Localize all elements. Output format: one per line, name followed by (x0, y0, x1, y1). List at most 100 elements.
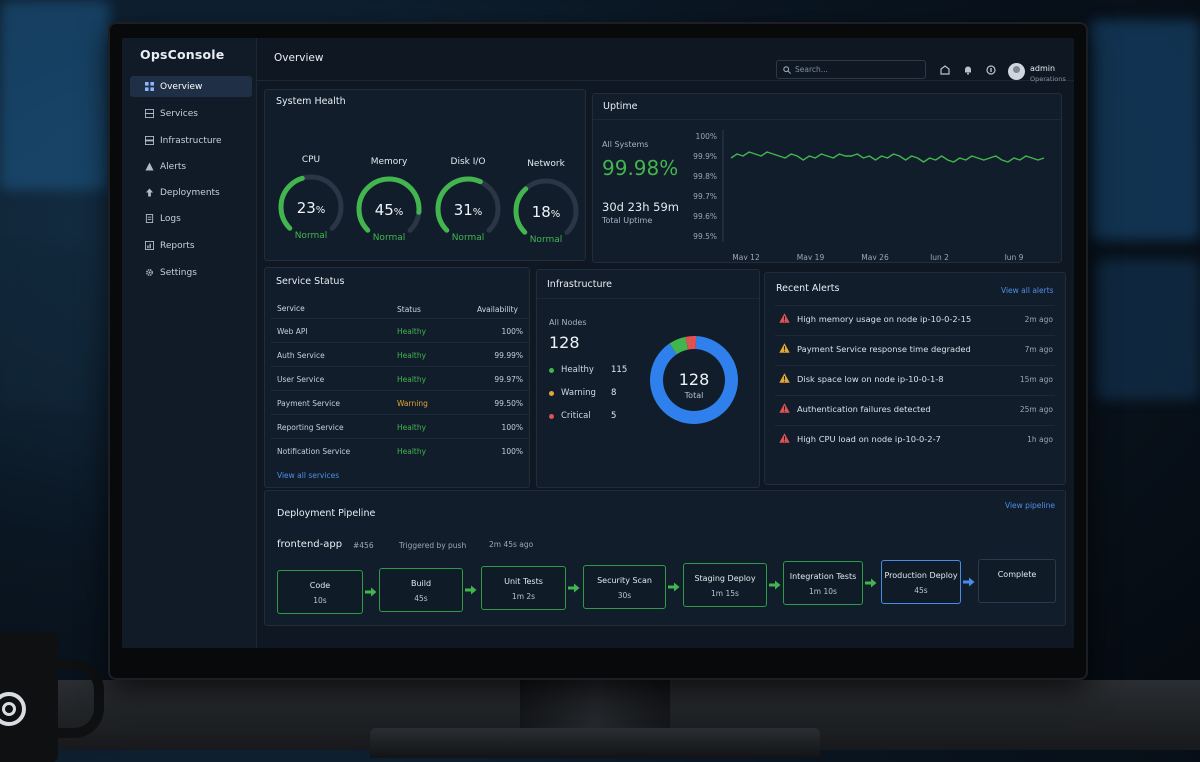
legend-count: 8 (611, 388, 617, 398)
gauge-value: 31% (430, 201, 506, 219)
service-status: Healthy (397, 327, 427, 336)
alert-time: 15m ago (1019, 375, 1053, 384)
sidebar: OpsConsole Overview Services Infrastruct… (122, 38, 257, 648)
bell-icon[interactable] (963, 65, 973, 75)
sidebar-item-services[interactable]: Services (130, 103, 252, 124)
uptime-series-line (730, 151, 1045, 163)
gauge-network: Network 18% Normal (508, 159, 584, 257)
avatar[interactable] (1008, 63, 1025, 80)
alert-text: Payment Service response time degraded (797, 344, 971, 354)
stage-duration: 10s (313, 596, 327, 605)
service-name: User Service (277, 375, 325, 384)
table-row[interactable]: Web API Healthy 100% (271, 318, 529, 343)
grid-apps-icon[interactable] (940, 65, 950, 75)
chart-icon (140, 241, 158, 250)
icon-mark (784, 406, 785, 410)
alert-text: High memory usage on node ip-10-0-2-15 (797, 314, 972, 324)
upload-icon (140, 188, 158, 197)
uptime-panel: Uptime All Systems 99.98% 30d 23h 59m To… (592, 93, 1062, 263)
service-status: Warning (397, 399, 428, 408)
sidebar-item-label: Alerts (160, 161, 187, 172)
system-health-panel: System Health CPU 23% Normal Memory 45% Norma… (264, 89, 586, 261)
table-row[interactable]: User Service Healthy 99.97% (271, 366, 529, 391)
gauge-fill (278, 174, 344, 240)
alert-item[interactable]: Disk space low on node ip-10-0-1-8 15m ag… (775, 365, 1055, 392)
pipeline-stage-code[interactable]: Code 10s (277, 570, 363, 614)
gauge-ring (435, 176, 501, 242)
gauge-label: Memory (370, 157, 408, 167)
gauge-cpu: CPU 23% Normal (273, 155, 349, 253)
column-header-availability: Availability (477, 305, 518, 314)
sidebar-item-logs[interactable]: Logs (130, 208, 252, 229)
gauge-label: Network (527, 159, 565, 169)
arrow-right-icon (668, 582, 680, 592)
help-icon[interactable] (986, 65, 996, 75)
pipeline-stage-staging-deploy[interactable]: Staging Deploy 1m 15s (683, 563, 767, 607)
sidebar-item-deployments[interactable]: Deployments (130, 182, 252, 203)
legend-dot (549, 413, 554, 419)
table-row[interactable]: Notification Service Healthy 100% (271, 438, 529, 463)
uptime-duration-label: Total Uptime (602, 216, 653, 225)
alert-item[interactable]: High memory usage on node ip-10-0-2-15 2m… (775, 305, 1055, 332)
service-name: Auth Service (277, 351, 325, 360)
icon-mark (784, 440, 785, 442)
arrow-shape (865, 578, 877, 588)
sidebar-item-reports[interactable]: Reports (130, 235, 252, 256)
alert-time: 25m ago (1019, 405, 1053, 414)
monitor-screen: OpsConsole Overview Services Infrastruct… (122, 38, 1074, 648)
table-row[interactable]: Payment Service Warning 99.50% (271, 390, 529, 415)
search-input[interactable]: Search... (776, 60, 926, 79)
arrow-right-icon (865, 578, 877, 588)
view-all-alerts-link[interactable]: View all alerts (1001, 286, 1054, 295)
alert-item[interactable]: Payment Service response time degraded 7m… (775, 335, 1055, 362)
sidebar-item-overview[interactable]: Overview (130, 76, 252, 97)
sidebar-item-alerts[interactable]: Alerts (130, 156, 252, 177)
arrow-shape (963, 577, 975, 587)
pipeline-stage-complete[interactable]: Complete (978, 559, 1056, 603)
stage-duration: 1m 10s (809, 587, 837, 596)
service-status: Healthy (397, 351, 427, 360)
pipeline-stage-build[interactable]: Build 45s (379, 568, 463, 612)
alert-item[interactable]: High CPU load on node ip-10-0-2-7 1h ago (775, 425, 1055, 452)
stage-name: Unit Tests (504, 577, 543, 586)
stage-name: Staging Deploy (694, 574, 756, 583)
pipeline-stage-production-deploy[interactable]: Production Deploy 45s (881, 560, 961, 604)
table-row[interactable]: Auth Service Healthy 99.99% (271, 342, 529, 367)
x-tick-label: May 26 (861, 253, 889, 260)
column-header-status: Status (397, 305, 421, 314)
panel-title: Uptime (603, 101, 638, 112)
alert-item[interactable]: Authentication failures detected 25m ago (775, 395, 1055, 422)
x-tick-label: Jun 9 (1004, 253, 1024, 260)
sidebar-item-settings[interactable]: Settings (130, 262, 252, 283)
gauge-value: 23% (273, 199, 349, 217)
view-pipeline-link[interactable]: View pipeline (1005, 501, 1055, 510)
gauge-label: Disk I/O (450, 157, 486, 167)
search-icon (783, 65, 791, 74)
service-name: Reporting Service (277, 423, 344, 432)
icon-mark (784, 410, 785, 412)
donut-slice-critical (685, 336, 697, 350)
sidebar-item-infrastructure[interactable]: Infrastructure (130, 130, 252, 151)
gauge-memory: Memory 45% Normal (351, 157, 427, 255)
pipeline-stage-security-scan[interactable]: Security Scan 30s (583, 565, 666, 609)
service-availability: 100% (501, 423, 523, 432)
stage-duration: 45s (914, 586, 928, 595)
warning-warning-icon (779, 373, 790, 383)
search-placeholder: Search... (795, 65, 828, 74)
service-name: Notification Service (277, 447, 351, 456)
warning-warning-icon (779, 343, 790, 353)
gauge-status: Normal (294, 231, 328, 241)
divider (593, 119, 1061, 120)
gauge-label: CPU (301, 155, 321, 165)
gauge-value-number: 45 (374, 201, 394, 219)
pipeline-stage-unit-tests[interactable]: Unit Tests 1m 2s (481, 566, 566, 610)
view-all-services-link[interactable]: View all services (277, 471, 340, 480)
table-row[interactable]: Reporting Service Healthy 100% (271, 414, 529, 439)
x-tick-label: May 19 (797, 253, 825, 260)
icon-mark (784, 346, 785, 350)
gauge-value-number: 31 (453, 201, 473, 219)
pipeline-stage-integration-tests[interactable]: Integration Tests 1m 10s (783, 561, 863, 605)
gauge-fill (356, 176, 422, 242)
infrastructure-panel: Infrastructure All Nodes 128 128 Total H… (536, 269, 760, 488)
sidebar-item-label: Reports (160, 240, 195, 251)
